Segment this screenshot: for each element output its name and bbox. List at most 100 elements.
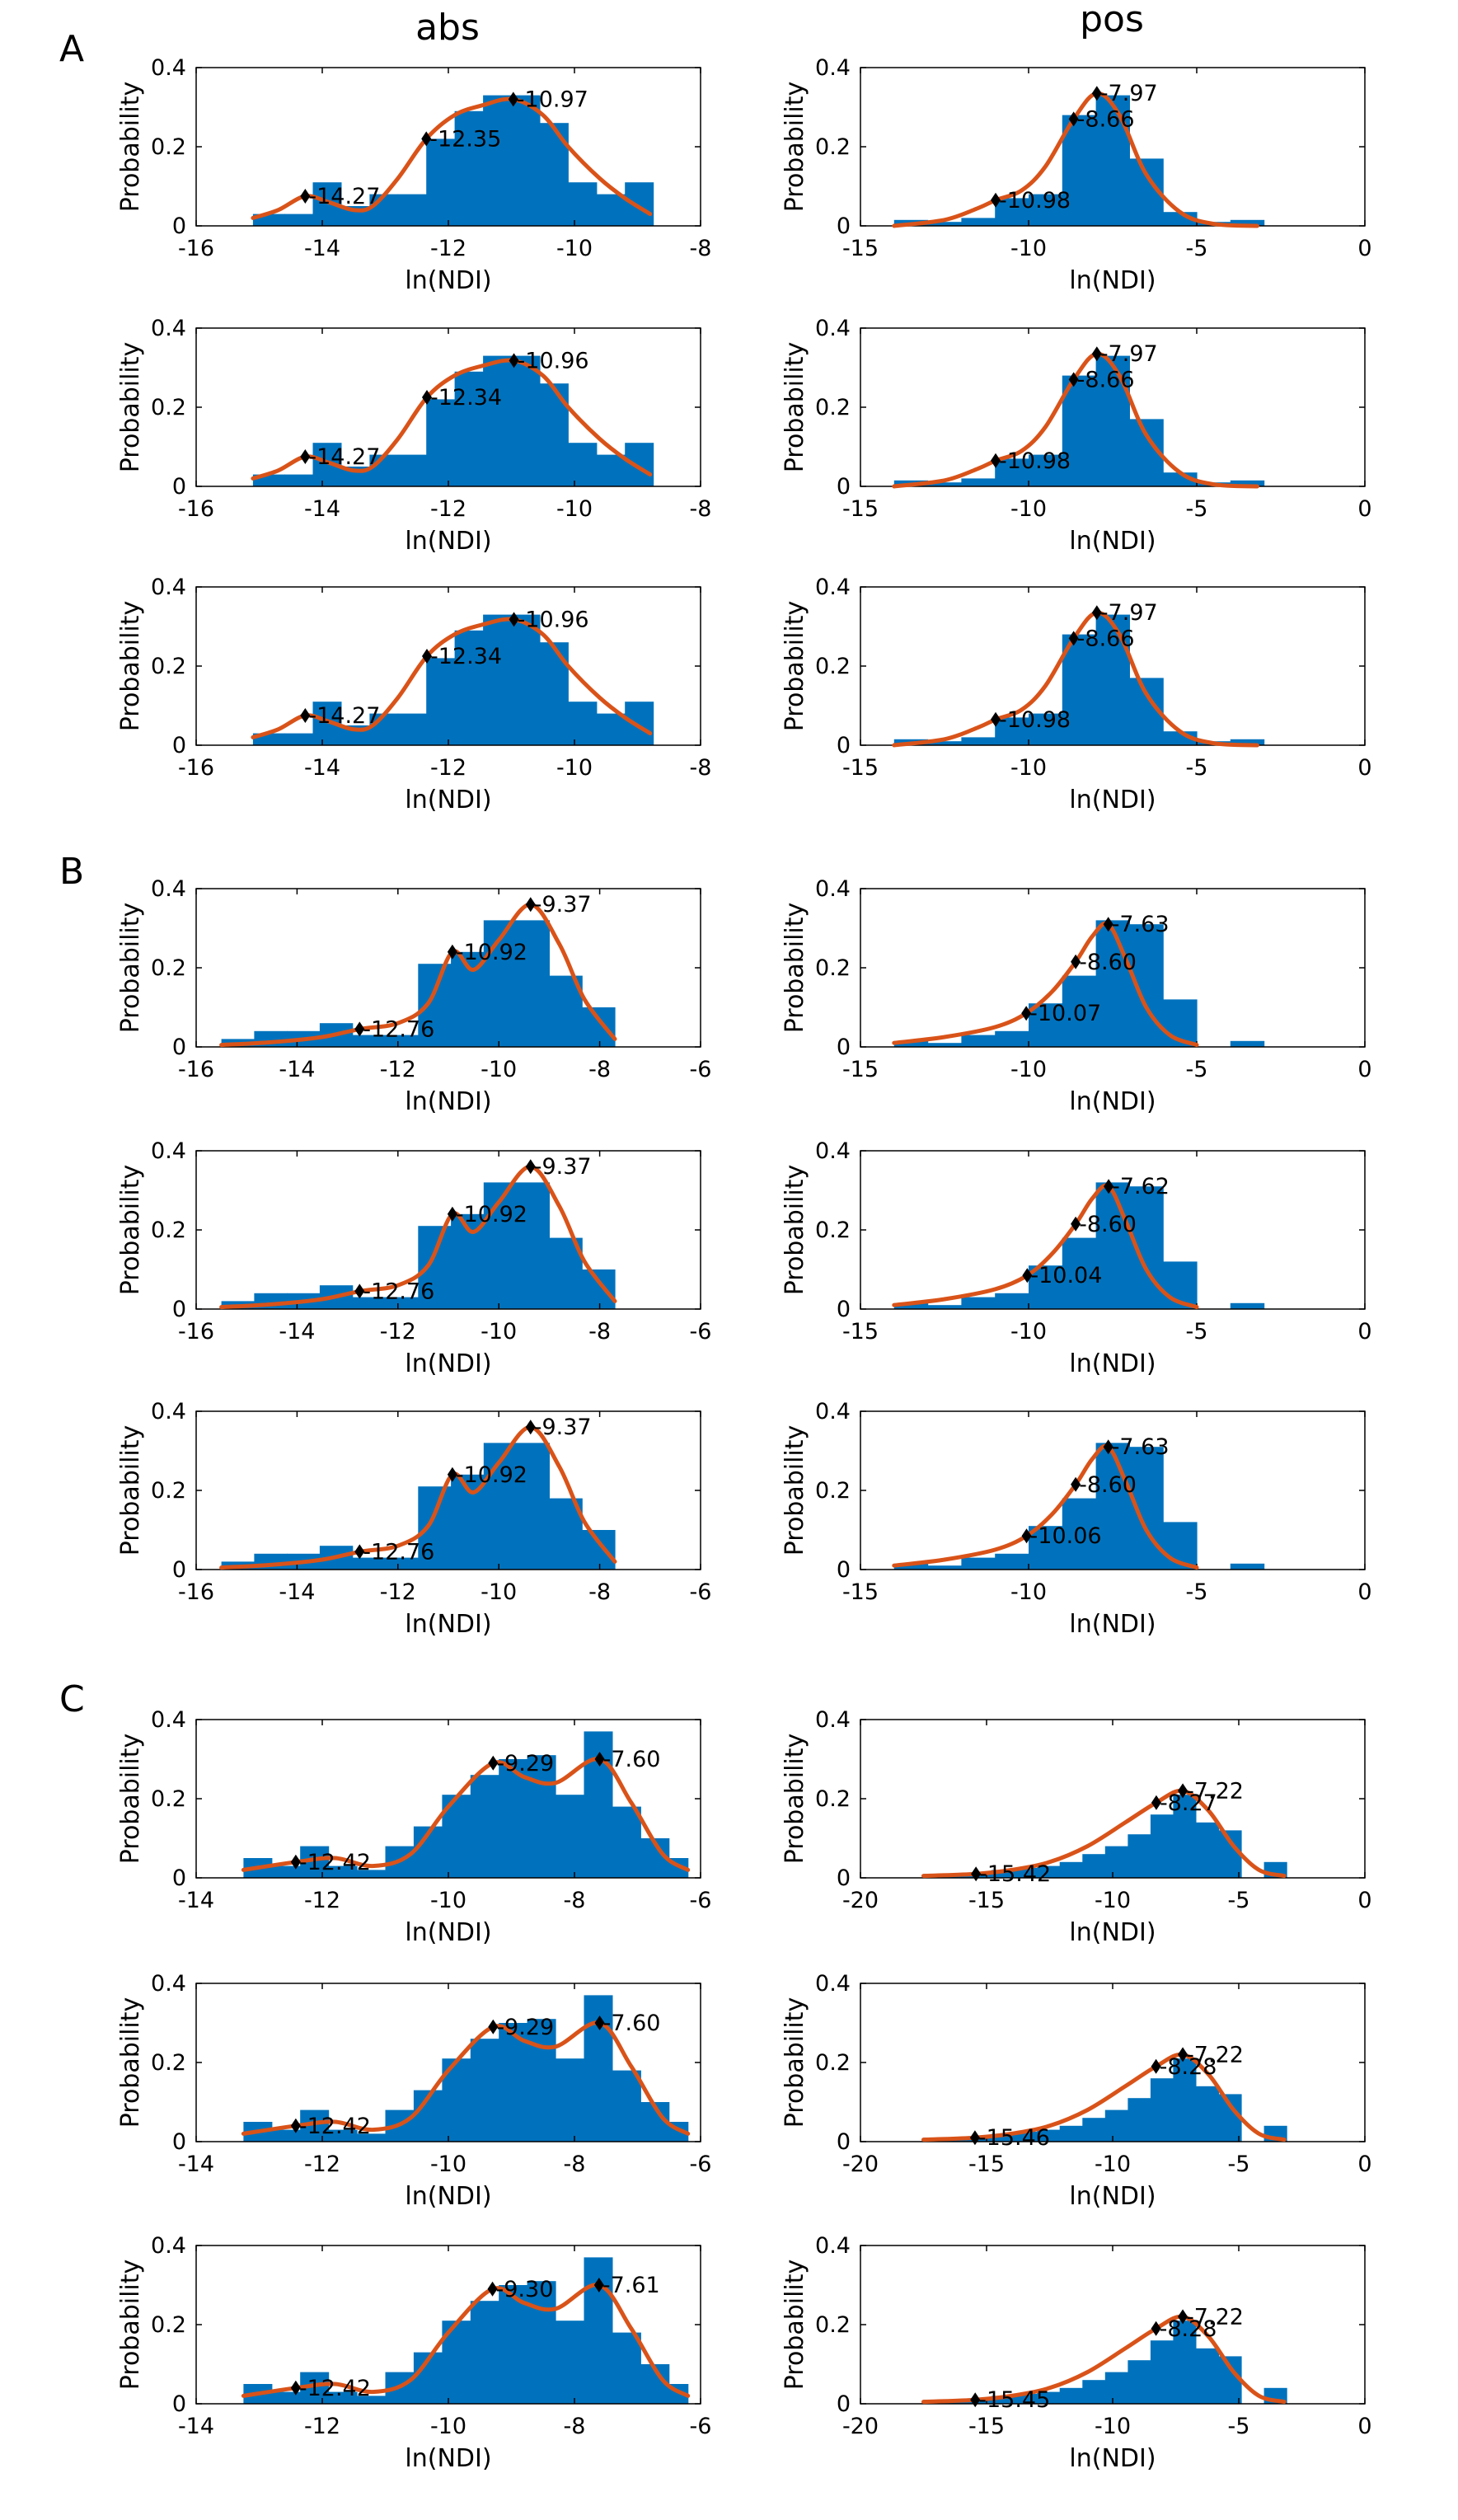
peak-label: -12.42 (299, 1850, 371, 1875)
peak-label: -15.46 (978, 2125, 1050, 2151)
x-axis-label: ln(NDI) (1069, 2182, 1156, 2211)
y-axis-label: Probability (116, 1425, 145, 1556)
y-tick-label: 0 (837, 2391, 851, 2417)
x-tick-label: -10 (430, 2152, 466, 2177)
histogram-bar (352, 1297, 387, 1309)
x-tick-label: -15 (842, 1057, 879, 1082)
x-tick-label: -20 (842, 2414, 879, 2439)
histogram-bar (1230, 1563, 1265, 1570)
histogram-bar (1029, 1003, 1063, 1047)
histogram-bar (418, 964, 452, 1047)
histogram-bar (516, 1443, 550, 1570)
histogram-bar (328, 1865, 358, 1878)
x-tick-label: -5 (1186, 496, 1208, 522)
histogram-bar (596, 713, 626, 745)
histogram-bar (1082, 2380, 1106, 2404)
x-tick-label: -14 (178, 2414, 214, 2439)
y-tick-label: 0 (172, 214, 186, 239)
histogram-bar (385, 1557, 419, 1570)
peak-label: -12.42 (299, 2114, 371, 2139)
x-tick-label: -12 (380, 1319, 416, 1344)
x-tick-label: -8 (564, 2152, 586, 2177)
peak-marker (1022, 1268, 1033, 1283)
x-tick-label: -16 (178, 1057, 214, 1082)
peak-marker (300, 449, 311, 464)
peak-marker (1021, 1006, 1032, 1021)
peak-label: -8.60 (1079, 1472, 1137, 1498)
histogram-bar (1095, 1443, 1130, 1570)
peak-marker (991, 453, 1001, 468)
histogram-bar (483, 95, 513, 226)
x-tick-label: -16 (178, 755, 214, 781)
x-tick-label: -15 (968, 1888, 1005, 1913)
x-tick-label: -12 (380, 1057, 416, 1082)
histogram-bar (284, 214, 314, 226)
x-tick-label: -5 (1186, 236, 1208, 261)
x-tick-label: -5 (1228, 2414, 1250, 2439)
y-tick-label: 0.4 (815, 1138, 851, 1164)
peak-marker (488, 2019, 499, 2034)
histogram-bar (527, 2019, 556, 2142)
y-tick-label: 0 (837, 474, 851, 500)
x-tick-label: -10 (556, 236, 593, 261)
peak-label: -12.76 (363, 1539, 434, 1565)
peak-label: -7.62 (1112, 1174, 1170, 1199)
histogram-bar (1104, 2109, 1128, 2142)
y-axis-label: Probability (116, 601, 145, 732)
x-tick-label: -12 (430, 755, 466, 781)
histogram-bar (556, 2321, 584, 2404)
peak-marker (1151, 2058, 1161, 2074)
subplot-b-pos-1: -15 -10 -5 0 0 0.2 0.4 ln(NDI) Probability -10.07… (781, 876, 1372, 1116)
histogram-bar (961, 478, 996, 486)
y-tick-label: 0.4 (151, 1399, 186, 1424)
histogram-bar (1230, 739, 1265, 745)
x-tick-label: -6 (690, 1579, 712, 1605)
histogram-bar (511, 614, 541, 745)
peak-marker (509, 612, 519, 627)
histogram-bar (1029, 1526, 1063, 1570)
histogram-bar (992, 2133, 1015, 2142)
y-tick-label: 0.4 (815, 876, 851, 902)
x-tick-label: -16 (178, 1579, 214, 1605)
y-tick-label: 0 (837, 733, 851, 758)
x-tick-label: -10 (430, 1888, 466, 1913)
x-axis-label: ln(NDI) (405, 786, 491, 814)
histogram-bar (927, 741, 962, 745)
peak-label: -12.34 (430, 644, 502, 669)
peak-marker (1178, 2309, 1188, 2325)
histogram-bar (1173, 1795, 1197, 1878)
histogram-bar (511, 95, 541, 226)
y-tick-label: 0.2 (151, 955, 186, 981)
subplot-b-abs-2: -16 -14 -12 -10 -8 -6 0 0.2 0.4 ln(NDI) Probabilit… (116, 1138, 711, 1378)
histogram-bar (483, 355, 513, 486)
histogram-bar (927, 1305, 962, 1309)
x-axis-label: ln(NDI) (1069, 786, 1156, 814)
y-tick-label: 0.2 (151, 1478, 186, 1504)
histogram-bar (961, 218, 996, 226)
x-tick-label: -5 (1186, 1579, 1208, 1605)
histogram-bar (893, 1302, 929, 1309)
histogram-bar (1150, 2078, 1174, 2142)
subplot-c-pos-3: -20 -15 -10 -5 0 0 0.2 0.4 ln(NDI) Probability -15… (781, 2233, 1372, 2473)
histogram-bar (927, 222, 962, 226)
histogram-bar (397, 713, 427, 745)
y-tick-label: 0.4 (151, 1138, 186, 1164)
y-tick-label: 0 (837, 1297, 851, 1322)
histogram-bar (1082, 2118, 1106, 2142)
histogram-bar (568, 182, 598, 226)
histogram-bar (1095, 920, 1130, 1047)
histogram-bar (454, 371, 484, 486)
histogram-bar (1104, 1846, 1128, 1878)
x-tick-label: -12 (430, 496, 466, 522)
peak-marker (525, 1159, 536, 1175)
x-tick-label: -10 (1010, 1579, 1047, 1605)
panel-letter-c: C (59, 1678, 85, 1720)
histogram-bar (357, 2396, 387, 2404)
histogram-bar (418, 1226, 452, 1309)
x-tick-label: -12 (430, 236, 466, 261)
peak-label: -7.63 (1112, 1434, 1170, 1460)
y-tick-label: 0 (837, 1557, 851, 1583)
peak-label: -7.61 (602, 2273, 660, 2298)
y-tick-label: 0 (172, 733, 186, 758)
peak-marker (354, 1021, 365, 1037)
